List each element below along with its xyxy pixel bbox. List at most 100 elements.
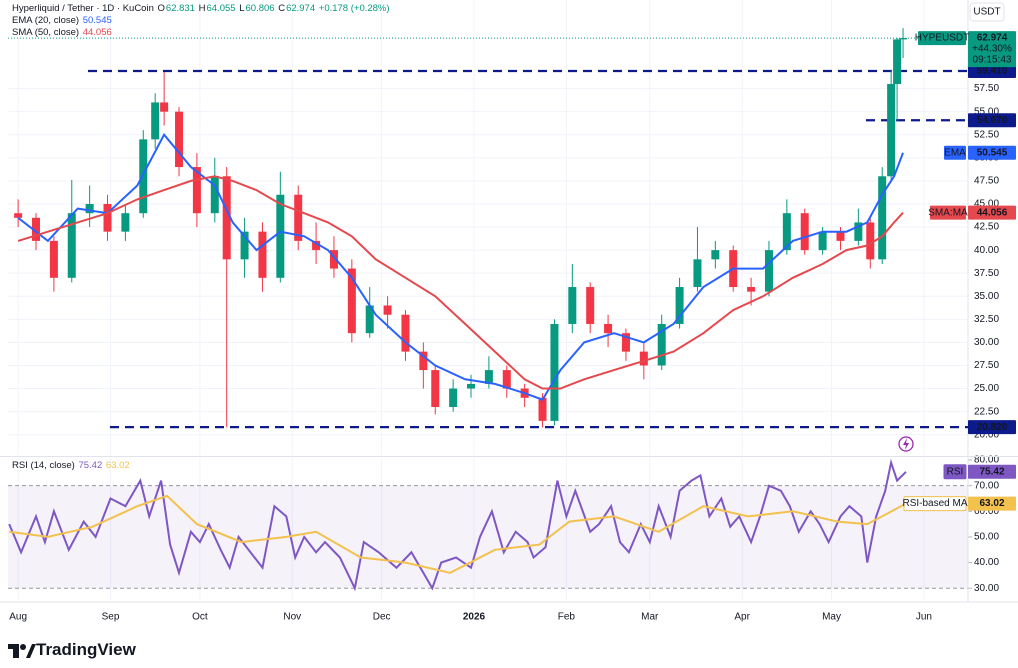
candle-body: [160, 102, 169, 112]
candle-body: [586, 287, 595, 324]
x-tick-label: Apr: [734, 612, 750, 623]
level-value: 54.070: [977, 115, 1008, 126]
symbol-title: Hyperliquid / Tether · 1D · KuCoin: [12, 3, 154, 14]
candle-body: [782, 213, 791, 251]
candle-body: [893, 39, 902, 84]
x-tick-label: Sep: [102, 612, 120, 623]
candle-body: [401, 314, 410, 352]
candle-body: [449, 388, 458, 408]
candle-body: [484, 370, 493, 384]
ohlc-label: C: [278, 3, 286, 14]
last-price-value: 62.974: [977, 33, 1008, 44]
y-tick-label: 20.00: [974, 429, 999, 440]
legend-label: SMA (50, close): [12, 27, 80, 38]
rsi-tag: RSI: [947, 466, 964, 477]
candle-body: [711, 250, 720, 260]
candle-body: [294, 194, 303, 241]
rsi-value: 63.02: [979, 498, 1004, 509]
ohlc-label: O: [157, 3, 165, 14]
ma-value: 50.545: [977, 147, 1008, 158]
ohlc-value: 60.806: [245, 3, 275, 14]
candle-body: [747, 287, 756, 292]
x-tick-label: Mar: [641, 612, 659, 623]
y-tick-label: 80.00: [974, 455, 999, 466]
candle-body: [764, 250, 773, 292]
y-tick-label: 22.50: [974, 406, 999, 417]
x-tick-label: May: [822, 612, 841, 623]
ma-box: [968, 205, 1016, 220]
last-price-box: [968, 31, 1016, 68]
candle-body: [32, 217, 41, 241]
candle-body: [887, 83, 896, 177]
candle-body: [818, 231, 827, 251]
legend-row: RSI (14, close) 75.42 63.02: [12, 460, 131, 472]
y-tick-label: 40.00: [974, 245, 999, 256]
series-line: [17, 175, 904, 390]
candle-body: [222, 176, 231, 260]
level-value: 59.410: [977, 66, 1008, 77]
y-tick-label: 47.50: [974, 176, 999, 187]
legend-value: 75.42: [78, 460, 103, 471]
ma-tag: SMA:MA: [928, 207, 968, 218]
candle-body: [276, 194, 285, 278]
level-value: 20.820: [977, 422, 1008, 433]
candle-body: [675, 287, 684, 324]
candle-body: [67, 213, 76, 278]
legend-row: EMA (20, close) 50.545: [12, 15, 391, 27]
rsi-tag-box: [903, 496, 967, 512]
symbol-tag: HYPEUSDT: [915, 33, 969, 44]
series-line: [17, 132, 904, 401]
candle-body: [621, 333, 630, 352]
candle-body: [431, 370, 440, 408]
y-tick-label: 50.00: [974, 532, 999, 543]
candle-body: [103, 203, 112, 232]
candle-body: [467, 383, 476, 389]
candle-body: [175, 111, 184, 168]
rsi-tag: RSI-based MA: [902, 498, 967, 509]
ohlc-label: H: [198, 3, 206, 14]
brand-logo: [8, 644, 36, 658]
rsi-band: [8, 485, 968, 589]
y-tick-label: 45.00: [974, 199, 999, 210]
level-box: [968, 63, 1016, 78]
alert-icon-bolt: [903, 438, 909, 450]
ohlc-label: L: [239, 3, 245, 14]
rsi-value-box: [968, 496, 1016, 511]
y-tick-label: 27.50: [974, 360, 999, 371]
y-tick-label: 42.50: [974, 222, 999, 233]
candle-body: [800, 213, 809, 251]
y-tick-label: 40.00: [974, 557, 999, 568]
candle-body: [899, 38, 908, 40]
candle-body: [639, 351, 648, 366]
x-tick-label: 2026: [463, 612, 486, 623]
level-box: [968, 420, 1016, 435]
candle-body: [568, 287, 577, 324]
y-tick-label: 55.00: [974, 106, 999, 117]
candle-body: [347, 268, 356, 334]
candle-body: [383, 305, 392, 315]
y-tick-label: 37.50: [974, 268, 999, 279]
brand-name: TradingView: [36, 640, 136, 659]
candle-body: [151, 102, 160, 140]
x-tick-label: Jun: [916, 612, 932, 623]
candle-body: [538, 397, 547, 421]
candle-body: [419, 351, 428, 371]
y-tick-label: 30.00: [974, 583, 999, 594]
candle-body: [878, 176, 887, 260]
legend-value: 44.056: [82, 27, 112, 38]
legend-value: 50.545: [82, 15, 112, 26]
rsi-tag-box: [943, 464, 967, 480]
ma-tag: EMA: [944, 147, 966, 158]
symbol-tag-box: [918, 31, 966, 46]
rsi-value: 75.42: [979, 466, 1004, 477]
candle-body: [836, 231, 845, 241]
candle-body: [329, 250, 338, 269]
rsi-title: RSI (14, close): [12, 460, 75, 471]
candle-body: [312, 240, 321, 251]
legend-row: SMA (50, close) 44.056: [12, 27, 391, 39]
candle-body: [240, 231, 249, 260]
y-tick-label: 25.00: [974, 383, 999, 394]
candle-body: [502, 370, 511, 389]
ma-box: [968, 145, 1016, 160]
candle-body: [85, 203, 94, 214]
